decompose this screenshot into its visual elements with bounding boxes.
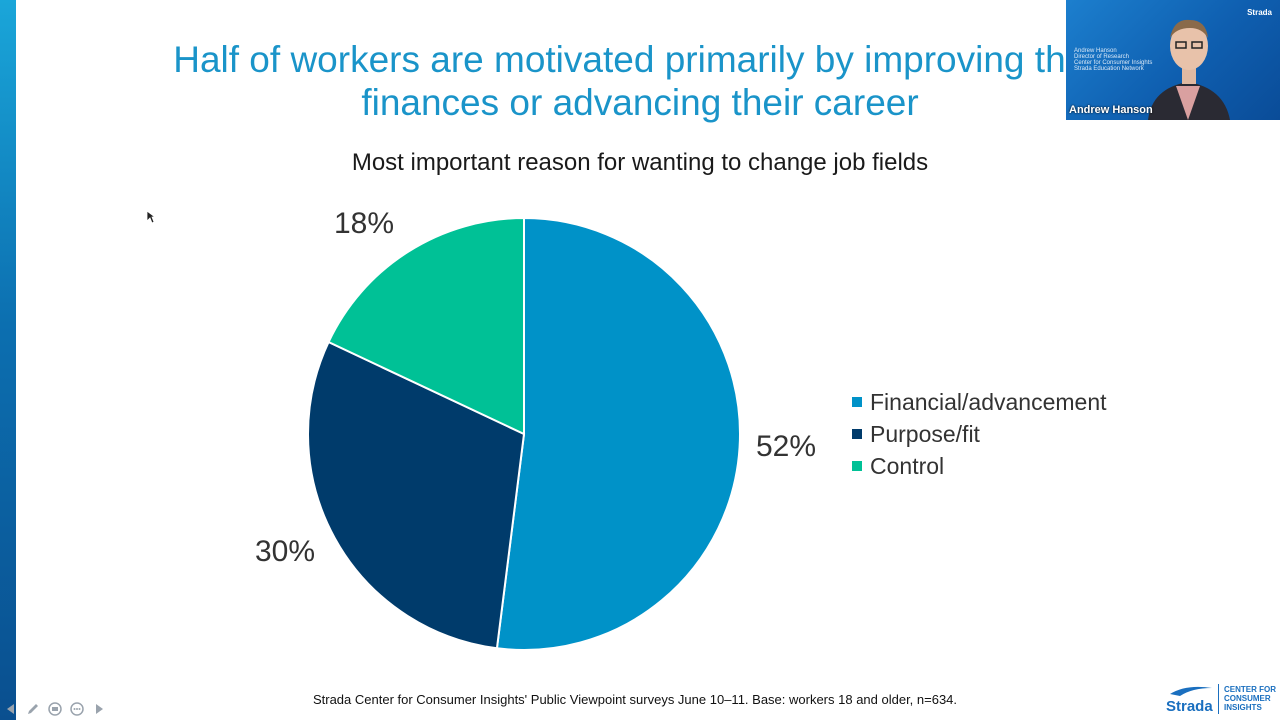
legend-swatch xyxy=(852,429,862,439)
pie-data-label: 18% xyxy=(334,207,395,240)
legend-label: Control xyxy=(870,452,945,479)
chart-legend: Financial/advancement Purpose/fit Control xyxy=(848,386,1107,482)
pie-slice-control xyxy=(327,216,525,436)
legend-swatch xyxy=(852,461,862,471)
slide-title-line-2: finances or advancing their career xyxy=(361,82,919,123)
legend-item: Financial/advancement xyxy=(848,386,1107,418)
slide-title: Half of workers are motivated primarily … xyxy=(120,38,1160,124)
webcam-card-line: Director of Research xyxy=(1074,54,1130,60)
presenter-name: Andrew Hanson xyxy=(1069,104,1153,116)
logo-sub-line: CENTER FOR xyxy=(1224,685,1276,694)
previous-icon[interactable] xyxy=(2,700,20,718)
legend-item: Purpose/fit xyxy=(848,418,1107,450)
webcam-brand-logo: Strada xyxy=(1247,8,1272,17)
chart-title: Most important reason for wanting to cha… xyxy=(351,149,929,176)
more-icon[interactable] xyxy=(68,700,86,718)
legend-item: Control xyxy=(848,450,1107,482)
logo-divider xyxy=(1218,684,1219,714)
legend-swatch xyxy=(852,397,862,407)
next-icon[interactable] xyxy=(90,700,108,718)
mouse-cursor-icon xyxy=(146,210,156,224)
source-footnote: Strada Center for Consumer Insights' Pub… xyxy=(312,692,958,707)
presentation-toolbar xyxy=(0,698,112,720)
webcam-brand-word: Strada xyxy=(1247,8,1272,17)
webcam-card-line: Center for Consumer Insights xyxy=(1074,60,1153,66)
logo-sub-line: CONSUMER xyxy=(1224,694,1271,703)
legend-label: Purpose/fit xyxy=(870,420,980,447)
webcam-name-card: Andrew Hanson Director of Research Cente… xyxy=(1074,48,1152,72)
pie-data-label: 30% xyxy=(255,535,316,568)
strada-logo-mark xyxy=(1170,686,1212,696)
left-accent-bar xyxy=(0,0,16,720)
legend-label: Financial/advancement xyxy=(870,388,1107,415)
pen-icon[interactable] xyxy=(24,700,42,718)
pie-data-label: 52% xyxy=(756,430,817,463)
presenter-video xyxy=(1148,19,1230,120)
logo-subtitle: CENTER FOR CONSUMER INSIGHTS xyxy=(1224,685,1276,712)
logo-sub-line: INSIGHTS xyxy=(1224,703,1262,712)
webcam-card-line: Strada Education Network xyxy=(1074,66,1144,72)
slide-title-line-1: Half of workers are motivated primarily … xyxy=(173,39,1107,80)
webcam-card-name: Andrew Hanson xyxy=(1074,48,1117,54)
presenter-webcam: Strada Andrew Hanson Director of Researc… xyxy=(1066,0,1280,120)
slides-icon[interactable] xyxy=(46,700,64,718)
logo-word: Strada xyxy=(1166,698,1213,715)
strada-logo: Strada CENTER FOR CONSUMER INSIGHTS xyxy=(1166,684,1276,716)
pie-slice-financial-advancement xyxy=(495,216,741,651)
pie-slice-purpose-fit xyxy=(307,340,526,650)
